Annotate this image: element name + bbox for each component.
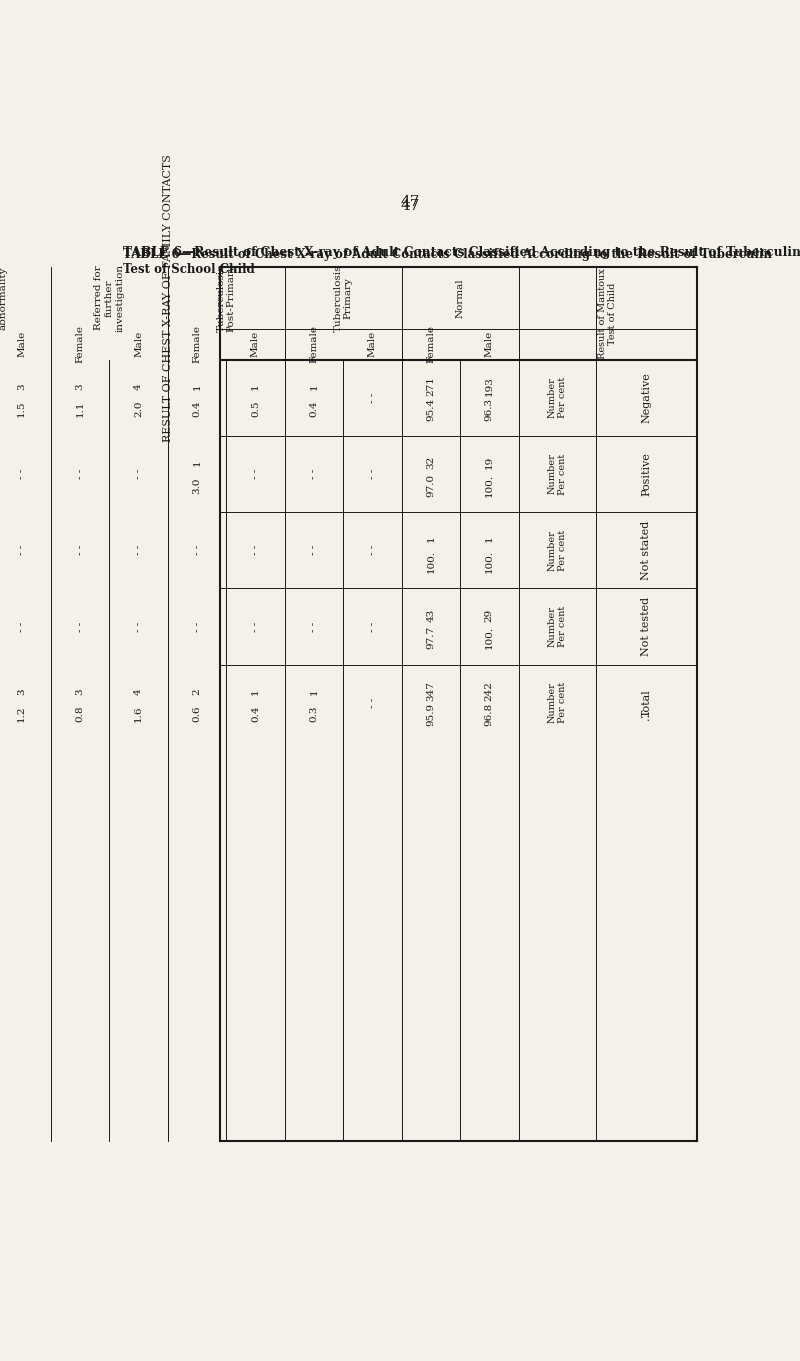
Text: - -: - -	[251, 470, 260, 479]
Text: Number
Per cent: Number Per cent	[547, 682, 567, 723]
Text: 0.3: 0.3	[310, 706, 318, 723]
Text: 271: 271	[426, 377, 435, 396]
Text: 1: 1	[251, 382, 260, 389]
Text: 1: 1	[426, 535, 435, 542]
Text: Female: Female	[193, 325, 202, 363]
Text: Positive: Positive	[642, 452, 651, 495]
Text: 2: 2	[193, 687, 202, 694]
Text: - -: - -	[251, 546, 260, 555]
Text: - -: - -	[368, 470, 377, 479]
Text: 43: 43	[426, 608, 435, 622]
Text: 3: 3	[76, 382, 85, 389]
Text: 47: 47	[400, 199, 420, 212]
Text: 0.5: 0.5	[251, 401, 260, 418]
Text: 95.4: 95.4	[426, 397, 435, 421]
Text: Male: Male	[134, 331, 143, 358]
Text: 32: 32	[426, 456, 435, 470]
Text: 347: 347	[426, 682, 435, 701]
Text: Number
Per cent: Number Per cent	[547, 377, 567, 418]
Text: - -: - -	[368, 546, 377, 555]
Text: 29: 29	[485, 608, 494, 622]
Text: 1: 1	[485, 535, 494, 542]
Text: 100.: 100.	[485, 626, 494, 649]
Text: 0.8: 0.8	[76, 706, 85, 723]
Text: 97.7: 97.7	[426, 626, 435, 649]
Text: 1: 1	[193, 382, 202, 389]
Text: 0.4: 0.4	[310, 401, 318, 418]
Text: Non-
Tuberculous
abnormality: Non- Tuberculous abnormality	[0, 265, 7, 331]
Text: 3: 3	[17, 687, 26, 694]
Text: 95.9: 95.9	[426, 702, 435, 725]
Text: 1.2: 1.2	[17, 706, 26, 723]
Text: - -: - -	[17, 546, 26, 555]
Text: - -: - -	[193, 622, 202, 632]
Text: - -: - -	[17, 622, 26, 632]
Text: ...: ...	[642, 709, 651, 720]
Text: 3.0: 3.0	[193, 478, 202, 494]
Text: Male: Male	[17, 331, 26, 358]
Text: Normal: Normal	[455, 278, 465, 318]
Text: Male: Male	[485, 331, 494, 358]
Text: 1.5: 1.5	[17, 401, 26, 418]
Text: - -: - -	[76, 546, 85, 555]
Text: 0.6: 0.6	[193, 706, 202, 723]
Text: TABLE 6—Result of Chest X-ray of Adult Contacts Classified According to the Resu: TABLE 6—Result of Chest X-ray of Adult C…	[123, 248, 772, 276]
Text: 1: 1	[193, 459, 202, 465]
Text: 3: 3	[17, 382, 26, 389]
Text: 4: 4	[134, 687, 143, 694]
Text: 100.: 100.	[426, 550, 435, 573]
Text: 1.1: 1.1	[76, 401, 85, 418]
Text: 242: 242	[485, 682, 494, 701]
Text: - -: - -	[134, 546, 143, 555]
Text: - -: - -	[251, 622, 260, 632]
Text: - -: - -	[368, 622, 377, 632]
Text: Female: Female	[76, 325, 85, 363]
Text: 1.6: 1.6	[134, 706, 143, 723]
Text: 19: 19	[485, 456, 494, 470]
Text: Male: Male	[368, 331, 377, 358]
Text: Not stated: Not stated	[642, 521, 651, 580]
Text: 3: 3	[76, 687, 85, 694]
Text: Total: Total	[642, 689, 651, 717]
Text: 100.: 100.	[485, 550, 494, 573]
Text: 100.: 100.	[485, 474, 494, 497]
Text: 193: 193	[485, 377, 494, 396]
Text: 0.4: 0.4	[193, 401, 202, 418]
Text: Female: Female	[310, 325, 318, 363]
Text: Negative: Negative	[642, 373, 651, 423]
Text: - -: - -	[76, 470, 85, 479]
Text: - -: - -	[368, 393, 377, 403]
Text: 47: 47	[400, 195, 420, 208]
Text: 4: 4	[134, 382, 143, 389]
Text: 96.3: 96.3	[485, 397, 494, 421]
Text: TABLE 6—Result of Chest X-ray of Adult Contacts Classified According to the Resu: TABLE 6—Result of Chest X-ray of Adult C…	[123, 246, 800, 260]
Text: 1: 1	[251, 687, 260, 694]
Text: Number
Per cent: Number Per cent	[547, 606, 567, 646]
Text: 96.8: 96.8	[485, 702, 494, 725]
Text: Referred for
further
investigation: Referred for further investigation	[94, 264, 124, 332]
Text: - -: - -	[368, 698, 377, 708]
Text: Not tested: Not tested	[642, 597, 651, 656]
Text: - -: - -	[310, 546, 318, 555]
Text: 2.0: 2.0	[134, 401, 143, 418]
Text: Female: Female	[426, 325, 435, 363]
Text: Number
Per cent: Number Per cent	[547, 529, 567, 570]
Text: - -: - -	[134, 622, 143, 632]
Text: 1: 1	[310, 382, 318, 389]
Text: 0.4: 0.4	[251, 706, 260, 723]
Text: - -: - -	[76, 622, 85, 632]
Text: RESULT OF CHEST X-RAY OF FAMILY CONTACTS: RESULT OF CHEST X-RAY OF FAMILY CONTACTS	[163, 154, 173, 442]
Text: 97.0: 97.0	[426, 474, 435, 497]
Text: - -: - -	[17, 470, 26, 479]
Text: 1: 1	[310, 687, 318, 694]
Text: - -: - -	[134, 470, 143, 479]
Text: - -: - -	[310, 470, 318, 479]
Text: Result of Mantoux
Test of Child: Result of Mantoux Test of Child	[598, 268, 618, 359]
Text: Male: Male	[251, 331, 260, 358]
Text: - -: - -	[310, 622, 318, 632]
Text: Tuberculosis
Post-Primary: Tuberculosis Post-Primary	[217, 264, 236, 332]
Text: Tuberculosis
Primary: Tuberculosis Primary	[334, 264, 353, 332]
Text: - -: - -	[193, 546, 202, 555]
Text: Number
Per cent: Number Per cent	[547, 453, 567, 494]
